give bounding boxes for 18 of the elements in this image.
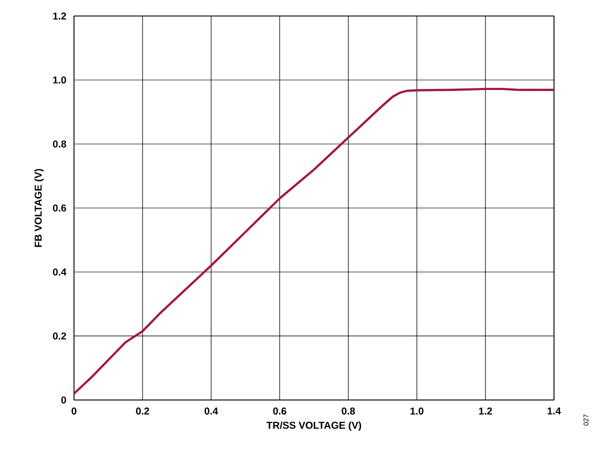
- x-tick-label: 1.0: [410, 408, 424, 415]
- y-tick-label: 0.2: [52, 332, 66, 340]
- x-tick-label: 0.4: [204, 408, 218, 415]
- x-tick-label: 0: [72, 408, 76, 415]
- y-tick-label: 0.8: [52, 140, 66, 148]
- x-tick-label: 0.6: [273, 408, 286, 415]
- x-tick-label: 0.8: [342, 408, 355, 415]
- x-tick-label: 1.4: [548, 408, 561, 414]
- x-axis-title: TR/SS VOLTAGE (V): [266, 421, 362, 431]
- x-tick-label: 0.2: [136, 408, 150, 415]
- y-axis-title: FB VOLTAGE (V): [34, 168, 44, 247]
- y-tick-label: 1.0: [53, 76, 66, 84]
- y-tick-label: 1.2: [53, 12, 66, 20]
- y-tick-label: 0: [61, 396, 66, 404]
- y-tick-label: 0.6: [52, 204, 66, 212]
- x-tick-label: 1.2: [479, 408, 492, 414]
- line-series: [74, 88, 554, 395]
- y-tick-label: 0.4: [52, 268, 66, 276]
